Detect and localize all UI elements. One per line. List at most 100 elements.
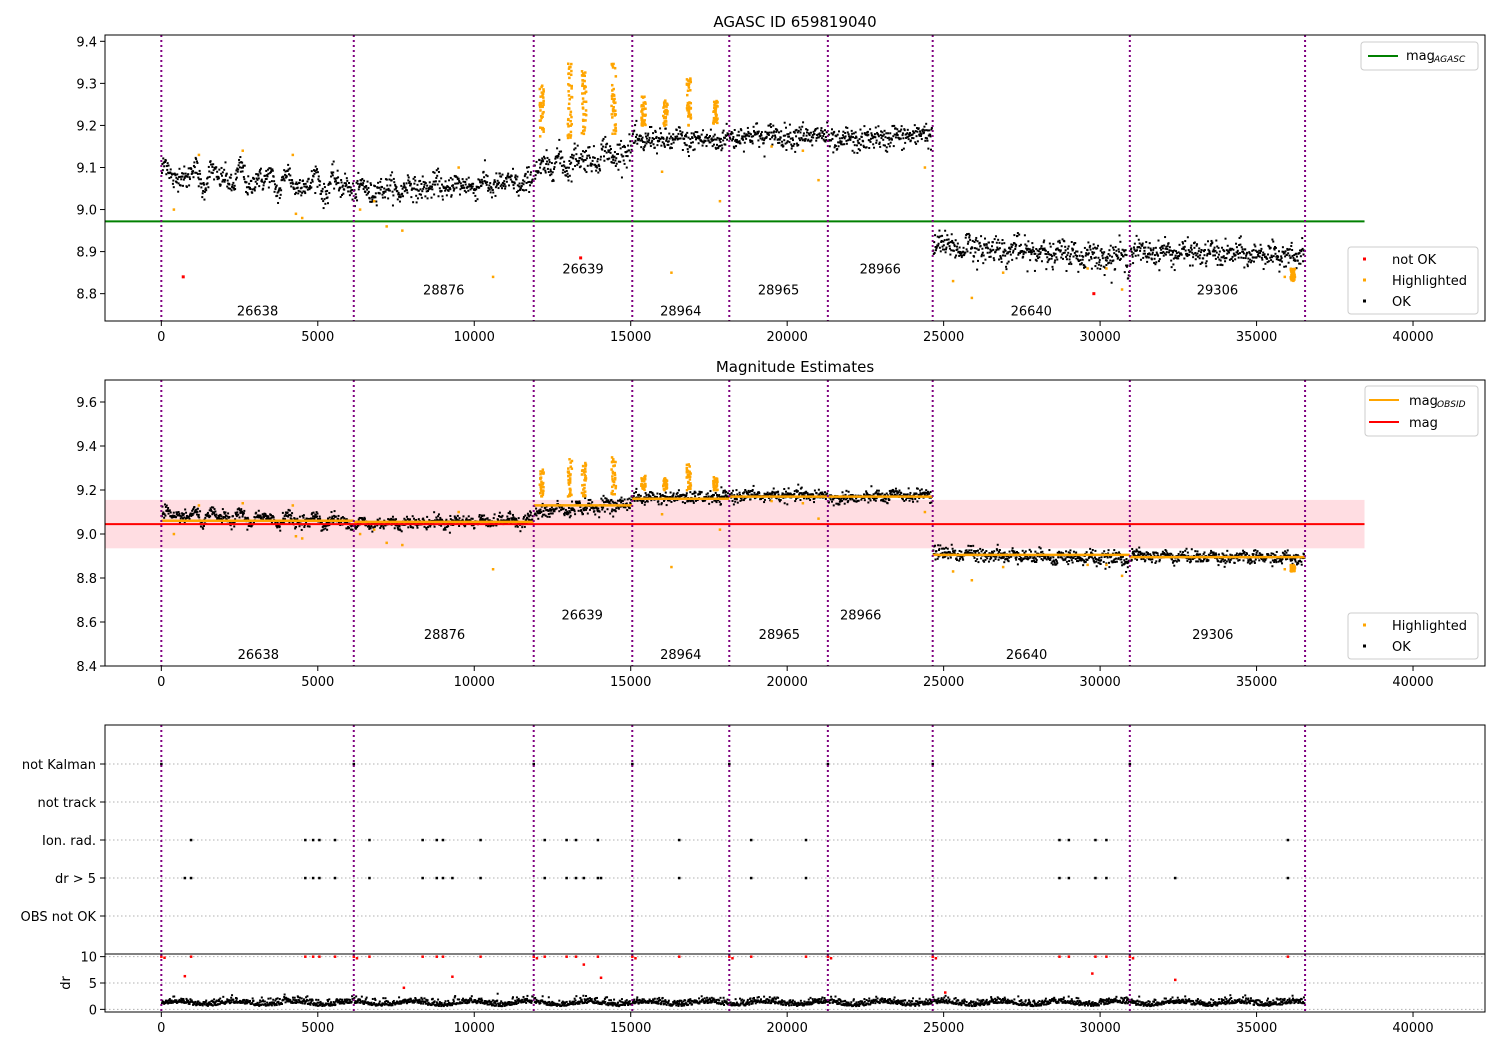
ok-point bbox=[645, 135, 648, 138]
ok-point bbox=[577, 162, 580, 165]
ok-point bbox=[670, 146, 673, 149]
ok-point bbox=[574, 513, 577, 516]
ok-point bbox=[391, 190, 394, 193]
ok-point bbox=[603, 159, 606, 162]
ok-point bbox=[645, 137, 648, 140]
ok-point bbox=[1200, 249, 1203, 252]
highlighted-point bbox=[541, 128, 544, 131]
highlighted-point bbox=[714, 109, 717, 112]
ok-point bbox=[576, 500, 579, 503]
ok-point bbox=[470, 185, 473, 188]
ok-point bbox=[582, 507, 585, 510]
ok-point bbox=[366, 188, 369, 191]
ok-point bbox=[505, 519, 508, 522]
ok-point bbox=[922, 131, 925, 134]
ok-point bbox=[195, 171, 198, 174]
ok-point bbox=[391, 171, 394, 174]
ok-point bbox=[279, 529, 282, 532]
ok-point bbox=[733, 497, 736, 500]
ok-point bbox=[1286, 248, 1289, 251]
ok-point bbox=[270, 170, 273, 173]
top-ok-points bbox=[160, 119, 1306, 284]
ok-point bbox=[1013, 234, 1016, 237]
ok-point bbox=[306, 188, 309, 191]
ok-point bbox=[770, 131, 773, 134]
ok-point bbox=[1047, 259, 1050, 262]
ok-point bbox=[618, 143, 621, 146]
ok-point bbox=[817, 488, 820, 491]
ok-point bbox=[1266, 257, 1269, 260]
ok-point bbox=[250, 179, 253, 182]
ok-point bbox=[660, 502, 663, 505]
ok-point bbox=[687, 155, 690, 158]
highlighted-point bbox=[542, 103, 545, 107]
ok-point bbox=[810, 493, 813, 496]
ok-point bbox=[1035, 247, 1038, 250]
highlighted-point bbox=[612, 87, 615, 91]
ok-point bbox=[515, 191, 518, 194]
ok-point bbox=[708, 136, 711, 139]
ok-point bbox=[449, 176, 452, 179]
ok-point bbox=[303, 524, 306, 527]
ok-point bbox=[1197, 250, 1200, 253]
ok-point bbox=[900, 128, 903, 131]
ok-point bbox=[378, 517, 381, 520]
ok-point bbox=[818, 494, 821, 497]
ok-point bbox=[467, 189, 470, 192]
ok-point bbox=[1277, 255, 1280, 258]
ok-point bbox=[943, 239, 946, 242]
ok-point bbox=[710, 138, 713, 141]
ok-point bbox=[531, 178, 534, 181]
ok-point bbox=[788, 141, 791, 144]
ok-point bbox=[664, 495, 667, 498]
top-plot-area: 2663828876266392896428965289662664029306… bbox=[76, 34, 1486, 345]
ok-point bbox=[275, 525, 278, 528]
ok-point bbox=[547, 163, 550, 166]
highlighted-point bbox=[300, 216, 304, 220]
ok-point bbox=[626, 509, 629, 512]
ok-point bbox=[666, 136, 669, 139]
ok-point bbox=[868, 139, 871, 142]
ok-point bbox=[927, 134, 930, 137]
ok-point bbox=[1178, 243, 1181, 246]
ok-point bbox=[684, 133, 687, 136]
ok-point bbox=[751, 140, 754, 143]
ok-point bbox=[215, 175, 218, 178]
ok-point bbox=[363, 185, 366, 188]
ok-point bbox=[415, 201, 418, 204]
ok-point bbox=[845, 139, 848, 142]
ok-point bbox=[448, 186, 451, 189]
ok-point bbox=[1170, 259, 1173, 262]
ok-point bbox=[974, 551, 977, 554]
ok-point bbox=[441, 183, 444, 186]
ok-point bbox=[617, 152, 620, 155]
ok-point bbox=[363, 516, 366, 519]
ok-point bbox=[683, 137, 686, 140]
ok-point bbox=[425, 190, 428, 193]
ok-point bbox=[808, 493, 811, 496]
ok-point bbox=[997, 558, 1000, 561]
ok-point bbox=[875, 491, 878, 494]
ok-point bbox=[465, 178, 468, 181]
top-highlighted-points bbox=[172, 62, 1297, 300]
ok-point bbox=[1153, 257, 1156, 260]
highlighted-point bbox=[541, 105, 544, 108]
ok-point bbox=[942, 244, 945, 247]
ok-point bbox=[986, 251, 989, 254]
ok-point bbox=[949, 556, 952, 559]
ok-point bbox=[441, 198, 444, 201]
ok-point bbox=[1252, 256, 1255, 259]
ok-point bbox=[1085, 253, 1088, 256]
ok-point bbox=[795, 142, 798, 145]
ok-point bbox=[529, 171, 532, 174]
ok-point bbox=[927, 147, 930, 150]
ok-point bbox=[223, 180, 226, 183]
ok-point bbox=[577, 502, 580, 505]
ok-point bbox=[1115, 249, 1118, 252]
highlighted-point bbox=[583, 126, 587, 129]
ok-point bbox=[566, 172, 569, 175]
ok-point bbox=[1121, 248, 1124, 251]
ok-point bbox=[827, 133, 830, 136]
ok-point bbox=[257, 177, 260, 180]
ok-point bbox=[378, 186, 381, 189]
